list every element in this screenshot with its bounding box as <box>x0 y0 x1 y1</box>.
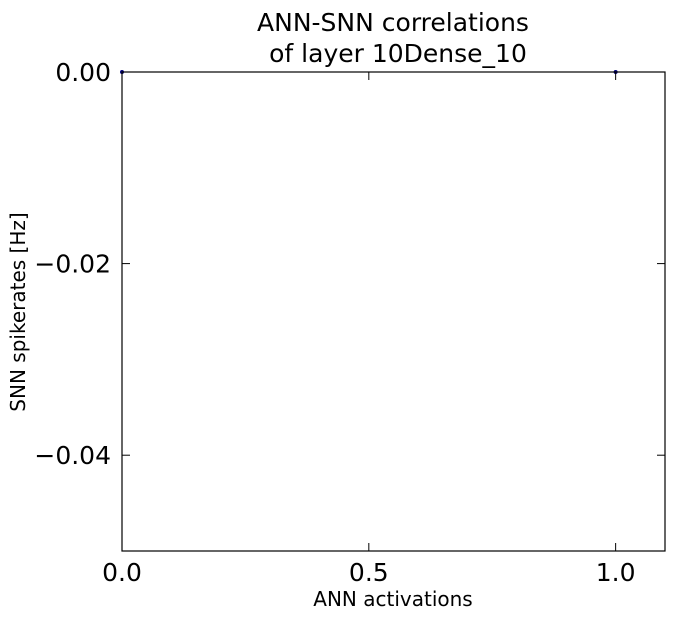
chart-title-line-2: of layer 10Dense_10 <box>269 39 527 68</box>
x-axis-ticks: 0.0 0.5 1.0 <box>102 72 636 587</box>
y-tick-label: 0.00 <box>55 58 111 87</box>
x-axis-label: ANN activations <box>313 587 472 611</box>
y-axis-ticks: 0.00 −0.02 −0.04 <box>34 58 665 470</box>
x-tick-label: 0.5 <box>349 558 389 587</box>
y-tick-label: −0.04 <box>34 441 111 470</box>
x-tick-label: 1.0 <box>596 558 636 587</box>
y-axis-label: SNN spikerates [Hz] <box>6 212 30 411</box>
y-tick-label: −0.02 <box>34 250 111 279</box>
x-tick-label: 0.0 <box>102 558 142 587</box>
chart-title-line-1: ANN-SNN correlations <box>257 8 529 37</box>
plot-frame <box>121 71 666 552</box>
